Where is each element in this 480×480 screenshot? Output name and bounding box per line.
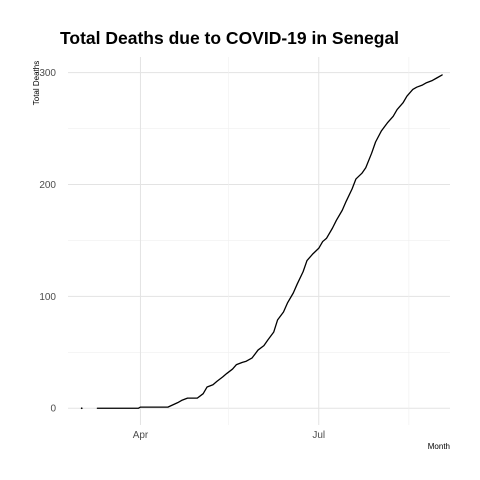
series-start-point — [80, 407, 83, 410]
grid — [68, 57, 450, 425]
y-tick-label: 100 — [39, 292, 56, 303]
x-ticks: Apr Jul — [133, 430, 325, 441]
series-group — [80, 74, 443, 410]
series-line — [96, 74, 443, 409]
y-tick-label: 200 — [39, 180, 56, 191]
y-tick-label: 0 — [50, 404, 56, 415]
y-ticks: 0 100 200 300 — [39, 68, 56, 415]
y-tick-label: 300 — [39, 68, 56, 79]
x-tick-label: Apr — [133, 430, 149, 441]
x-tick-label: Jul — [312, 430, 325, 441]
y-axis-label: Total Deaths — [32, 61, 41, 105]
chart-title: Total Deaths due to COVID-19 in Senegal — [60, 28, 399, 48]
x-axis-label: Month — [428, 442, 450, 451]
